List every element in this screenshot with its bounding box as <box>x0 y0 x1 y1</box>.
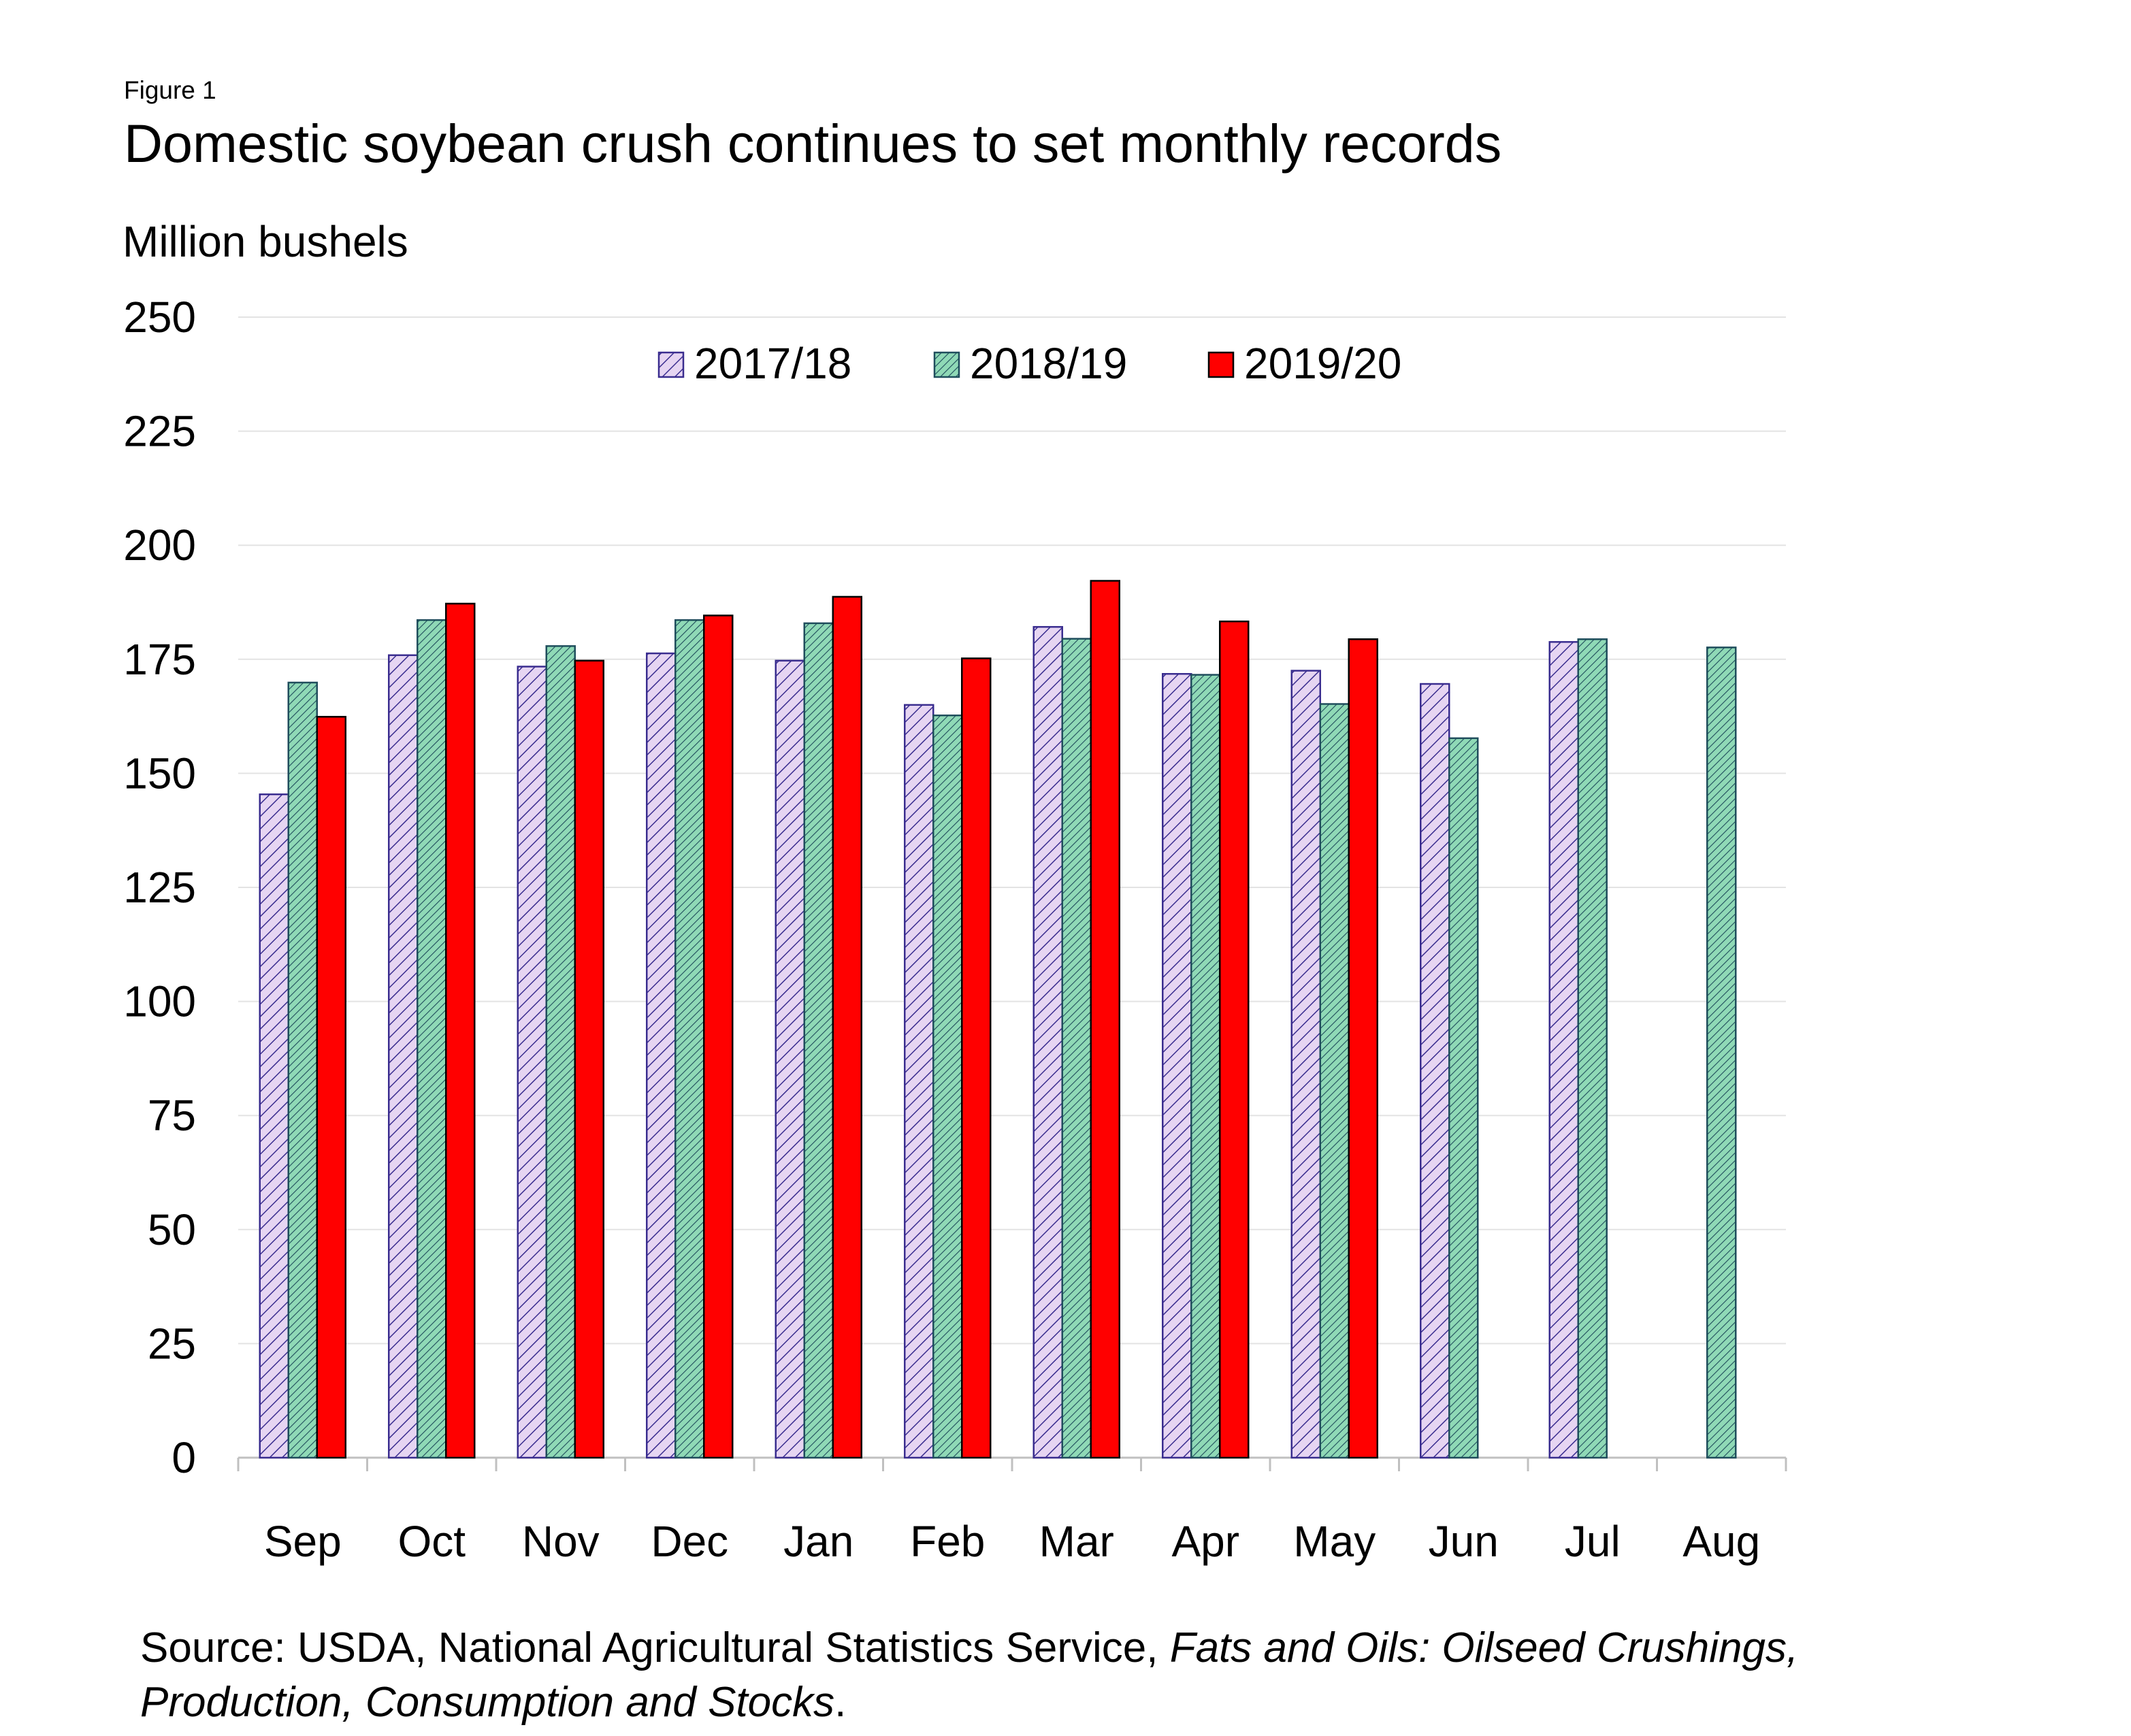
y-axis-label: Million bushels <box>123 217 408 266</box>
bar-2019-20-may <box>1348 638 1378 1459</box>
bar-2019-20-sep <box>316 716 346 1459</box>
x-tick-label: Aug <box>1682 1517 1760 1566</box>
bar-2017-18-dec <box>646 652 677 1459</box>
bar-2019-20-nov <box>574 659 604 1459</box>
x-tick-label: Nov <box>522 1517 600 1566</box>
bar-2018-19-mar <box>1061 638 1092 1459</box>
bar-2018-19-jan <box>803 622 834 1459</box>
bar-2017-18-feb <box>904 704 934 1459</box>
axes: 0 25 50 75 100 125 150 175 200 225 250 Sep Oct Nov Dec… <box>123 293 1787 1566</box>
y-tick-label: 50 <box>148 1205 196 1254</box>
bar-2018-19-oct <box>417 619 447 1459</box>
bar-2017-18-apr <box>1162 673 1192 1459</box>
y-tick-label: 225 <box>123 407 196 456</box>
x-tick-label: Apr <box>1171 1517 1239 1566</box>
legend-swatch <box>1207 351 1235 378</box>
x-tick-label: Dec <box>651 1517 728 1566</box>
bar-2019-20-dec <box>703 615 734 1459</box>
bar-2018-19-may <box>1319 703 1350 1459</box>
y-tick-label: 25 <box>148 1319 196 1368</box>
bar-2017-18-oct <box>388 654 419 1459</box>
y-tick-label: 125 <box>123 863 196 912</box>
y-tick-label: 150 <box>123 749 196 798</box>
source-publication: Fats and Oils: Oilseed Crushings, Produc… <box>140 1624 1799 1726</box>
y-tick-label: 0 <box>172 1433 196 1482</box>
y-tick-label: 175 <box>123 635 196 684</box>
bar-2019-20-feb <box>961 657 992 1459</box>
source-note: Source: USDA, National Agricultural Stat… <box>140 1621 1978 1730</box>
x-tick-label: Jun <box>1429 1517 1499 1566</box>
y-tick-label: 250 <box>123 293 196 342</box>
bar-2017-18-nov <box>517 666 547 1459</box>
bar-2018-19-apr <box>1190 674 1221 1459</box>
bar-2018-19-jul <box>1577 638 1608 1459</box>
source-suffix: . <box>834 1679 847 1726</box>
legend: 2017/18 2018/19 2019/20 <box>657 339 1401 388</box>
bar-2017-18-may <box>1290 670 1321 1459</box>
x-tick-label: Jul <box>1565 1517 1621 1566</box>
legend-label: 2018/19 <box>970 339 1127 388</box>
bar-chart: 0 25 50 75 100 125 150 175 200 225 250 Sep Oct Nov Dec… <box>123 293 1787 1566</box>
legend-label: 2019/20 <box>1244 339 1401 388</box>
x-tick-label: Feb <box>910 1517 985 1566</box>
bar-2017-18-jul <box>1548 641 1579 1459</box>
chart-title: Domestic soybean crush continues to set … <box>124 113 1502 174</box>
bars <box>259 580 1737 1459</box>
x-tick-label: Jan <box>783 1517 853 1566</box>
bar-2018-19-jun <box>1448 737 1479 1459</box>
legend-swatch <box>933 351 960 378</box>
figure-label: Figure 1 <box>124 76 216 104</box>
bar-2018-19-aug <box>1706 646 1737 1459</box>
source-prefix: Source: USDA, National Agricultural Stat… <box>140 1624 1170 1671</box>
bar-2019-20-apr <box>1219 620 1250 1459</box>
x-tick-label: Mar <box>1039 1517 1114 1566</box>
y-tick-label: 200 <box>123 521 196 570</box>
bar-2019-20-oct <box>445 602 476 1459</box>
grid-lines <box>238 316 1786 1345</box>
y-tick-label: 100 <box>123 977 196 1026</box>
bar-2017-18-jun <box>1420 683 1450 1459</box>
bar-2017-18-jan <box>775 659 805 1459</box>
bar-2018-19-nov <box>545 645 576 1459</box>
bar-2018-19-feb <box>932 715 963 1459</box>
bar-2018-19-sep <box>287 681 318 1459</box>
bar-2018-19-dec <box>674 619 705 1459</box>
legend-label: 2017/18 <box>694 339 851 388</box>
bar-2019-20-mar <box>1090 580 1120 1459</box>
bar-2019-20-jan <box>832 595 862 1459</box>
x-tick-label: Oct <box>397 1517 466 1566</box>
bar-2017-18-mar <box>1032 625 1063 1459</box>
y-tick-label: 75 <box>148 1091 196 1140</box>
bar-2017-18-sep <box>259 793 289 1459</box>
x-tick-label: May <box>1293 1517 1376 1566</box>
legend-swatch <box>657 351 685 378</box>
x-tick-label: Sep <box>264 1517 342 1566</box>
